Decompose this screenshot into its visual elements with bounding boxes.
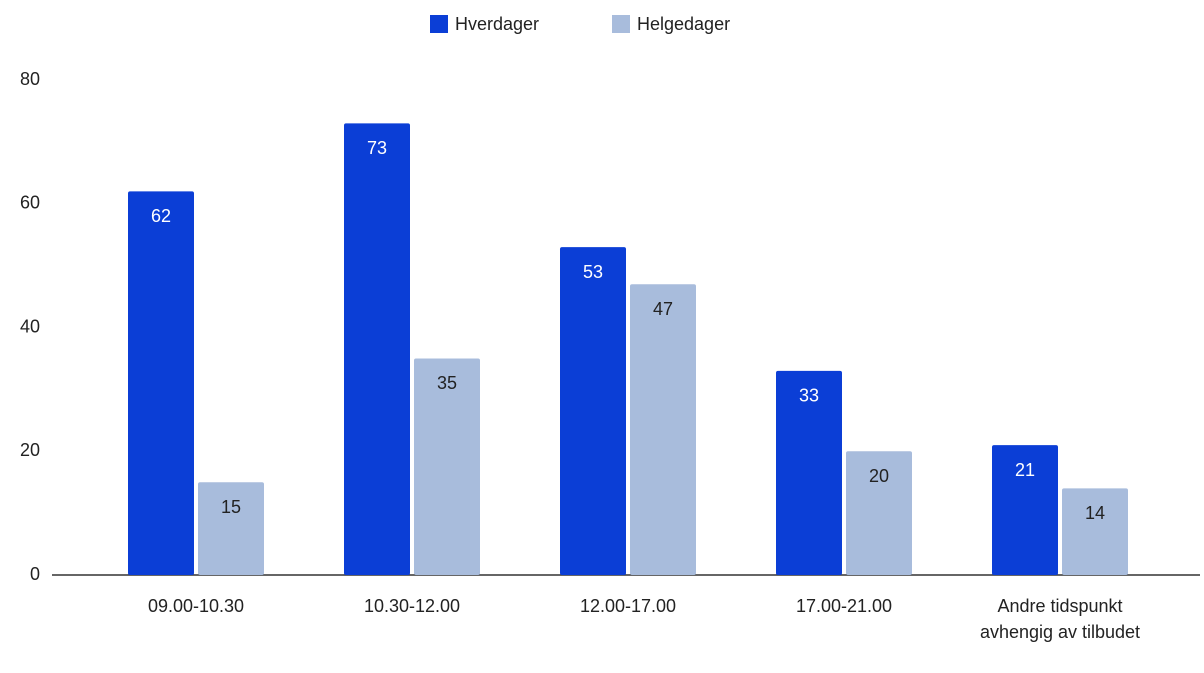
bar xyxy=(776,370,842,575)
data-label: 33 xyxy=(799,386,819,406)
legend-label: Hverdager xyxy=(455,14,539,34)
bar xyxy=(344,123,410,575)
bar xyxy=(128,191,194,575)
y-tick-label: 60 xyxy=(20,193,40,213)
legend-label: Helgedager xyxy=(637,14,730,34)
bar xyxy=(414,358,480,575)
bar xyxy=(992,445,1058,575)
data-label: 21 xyxy=(1015,460,1035,480)
y-tick-label: 80 xyxy=(20,69,40,89)
y-tick-label: 20 xyxy=(20,440,40,460)
legend-swatch xyxy=(612,15,630,33)
legend-swatch xyxy=(430,15,448,33)
bar xyxy=(846,451,912,575)
y-tick-label: 40 xyxy=(20,316,40,336)
data-label: 35 xyxy=(437,373,457,393)
bar xyxy=(198,482,264,575)
data-label: 62 xyxy=(151,206,171,226)
data-label: 15 xyxy=(221,497,241,517)
bar xyxy=(560,247,626,575)
x-tick-label: 17.00-21.00 xyxy=(795,596,893,616)
data-label: 14 xyxy=(1085,503,1105,523)
x-tick-label: Andre tidspunkt avhengig av tilbudet xyxy=(979,596,1141,642)
x-tick-label: 09.00-10.30 xyxy=(147,596,245,616)
bar xyxy=(1062,488,1128,575)
x-tick-label: 10.30-12.00 xyxy=(363,596,461,616)
y-tick-label: 0 xyxy=(30,564,40,584)
data-label: 47 xyxy=(653,299,673,319)
data-label: 73 xyxy=(367,138,387,158)
data-label: 53 xyxy=(583,262,603,282)
x-tick-label: 12.00-17.00 xyxy=(579,596,677,616)
data-label: 20 xyxy=(869,466,889,486)
bar xyxy=(630,284,696,575)
